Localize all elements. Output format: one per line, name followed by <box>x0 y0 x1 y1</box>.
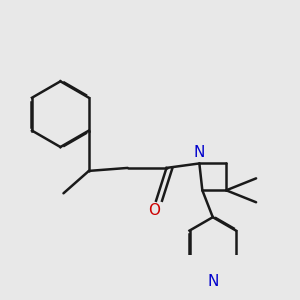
Text: O: O <box>148 203 160 218</box>
Text: N: N <box>207 274 218 289</box>
Text: N: N <box>194 145 205 160</box>
